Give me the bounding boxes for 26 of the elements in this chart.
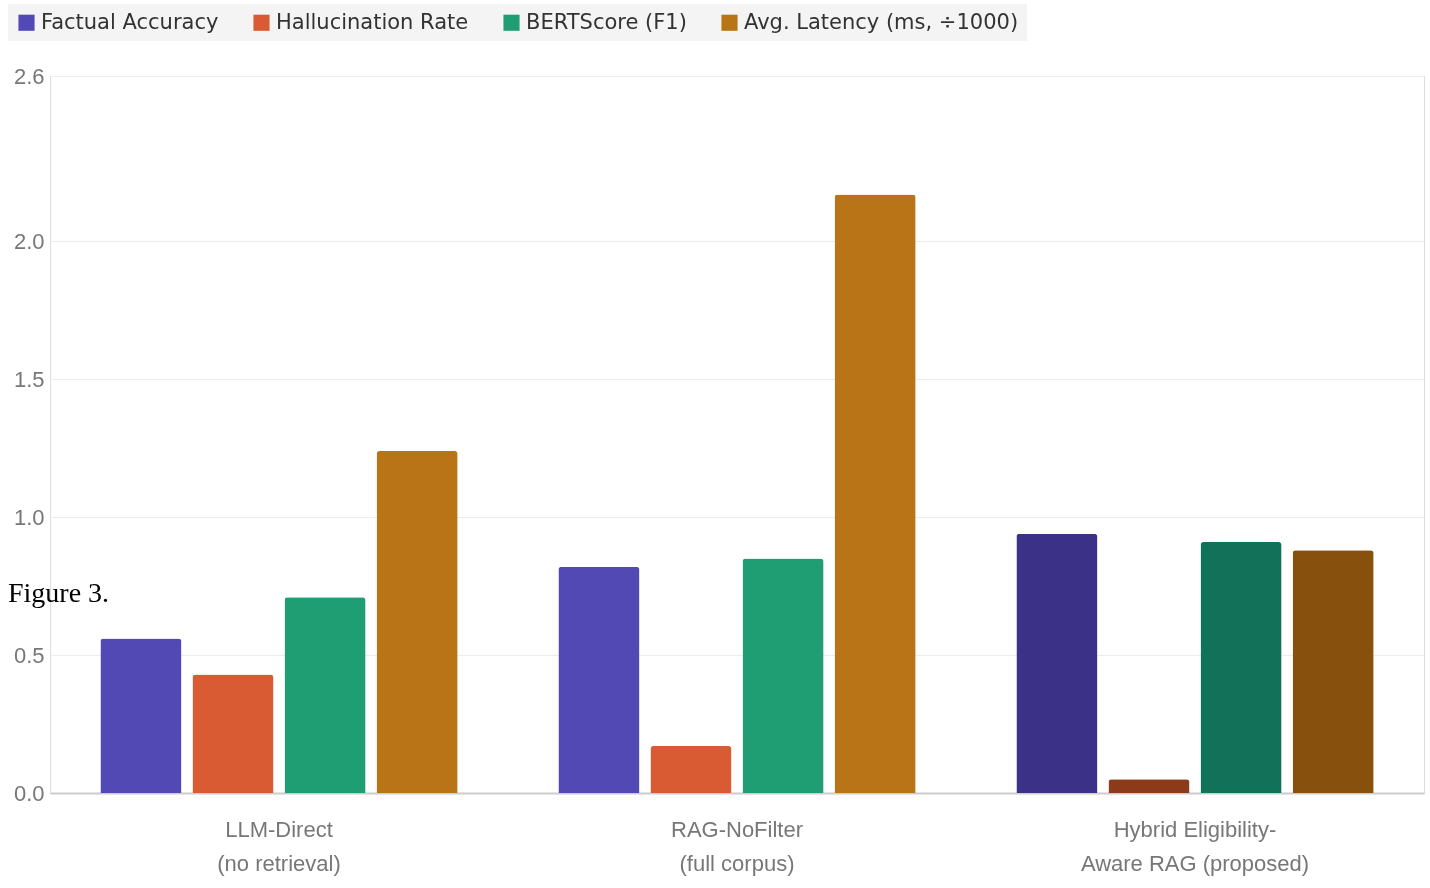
y-tick-label: 2.6 (13, 63, 45, 89)
bar (284, 597, 366, 793)
annotation: Figure 3. (8, 577, 110, 608)
bar (558, 566, 640, 793)
bar (192, 674, 274, 793)
y-tick-label: 0.0 (13, 780, 45, 806)
legend-label: Hallucination Rate (276, 9, 469, 34)
y-tick-label: 1.0 (13, 504, 45, 530)
bar (1108, 779, 1190, 793)
bar (834, 194, 916, 793)
y-tick-label: 1.5 (13, 366, 45, 392)
bar (650, 746, 732, 793)
y-tick-label: 2.0 (13, 228, 45, 254)
y-tick-label: 0.5 (13, 642, 45, 668)
legend-label: BERTScore (F1) (526, 9, 687, 34)
bar (100, 638, 182, 793)
legend-label: Factual Accuracy (41, 9, 219, 34)
x-tick-label: Hybrid Eligibility- Aware RAG (proposed) (1080, 816, 1310, 876)
x-tick-label: RAG-NoFilter (full corpus) (670, 816, 804, 876)
x-tick-label: LLM-Direct (no retrieval) (217, 816, 341, 876)
bar (1200, 542, 1282, 793)
legend-label: Avg. Latency (ms, ÷1000) (744, 9, 1019, 34)
bar (742, 558, 824, 793)
bar (1292, 550, 1374, 793)
bar (1016, 533, 1098, 793)
bar (376, 451, 458, 793)
